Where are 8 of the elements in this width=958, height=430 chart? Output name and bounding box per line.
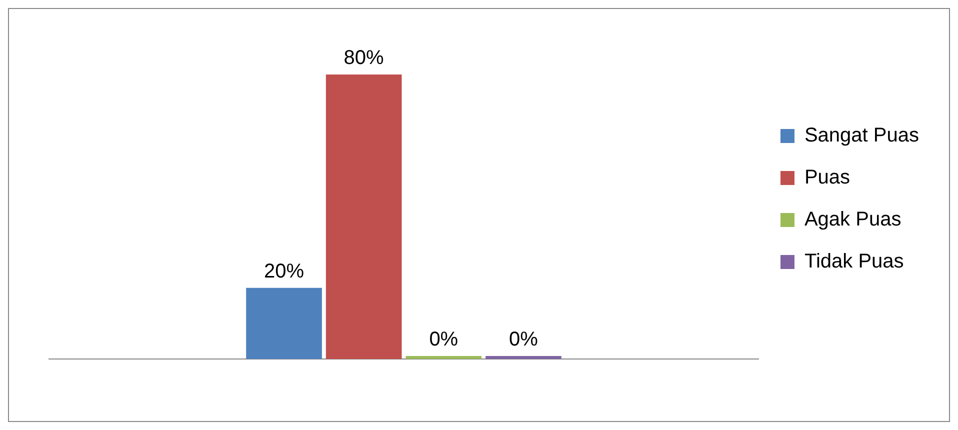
data-label: 80% <box>344 47 384 70</box>
legend-label: Agak Puas <box>804 208 902 231</box>
legend-label: Sangat Puas <box>804 124 919 147</box>
data-label: 0% <box>429 328 458 351</box>
legend-label: Puas <box>804 166 850 189</box>
legend-label: Tidak Puas <box>804 250 904 273</box>
data-label: 20% <box>264 260 304 282</box>
data-label: 0% <box>509 328 538 351</box>
